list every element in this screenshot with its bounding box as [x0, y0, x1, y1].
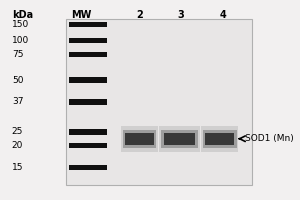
- Text: 75: 75: [12, 50, 23, 59]
- Bar: [69, 143, 107, 148]
- Bar: [164, 133, 196, 145]
- Bar: [69, 99, 107, 105]
- Text: 150: 150: [12, 20, 29, 29]
- Text: 25: 25: [12, 127, 23, 136]
- Text: 2: 2: [136, 10, 143, 20]
- Bar: [69, 22, 107, 27]
- FancyBboxPatch shape: [66, 19, 252, 185]
- Bar: [201, 126, 238, 152]
- Text: MW: MW: [71, 10, 91, 20]
- Bar: [159, 126, 200, 152]
- Text: 100: 100: [12, 36, 29, 45]
- Bar: [69, 52, 107, 57]
- Text: 4: 4: [219, 10, 226, 20]
- Text: 50: 50: [12, 76, 23, 85]
- Text: 3: 3: [178, 10, 184, 20]
- Bar: [69, 38, 107, 43]
- Bar: [123, 130, 156, 148]
- Bar: [69, 165, 107, 170]
- Bar: [69, 129, 107, 135]
- Bar: [69, 77, 107, 83]
- Bar: [125, 133, 154, 145]
- Text: 20: 20: [12, 141, 23, 150]
- Bar: [205, 133, 234, 145]
- Text: 15: 15: [12, 163, 23, 172]
- Text: 37: 37: [12, 97, 23, 106]
- Text: kDa: kDa: [12, 10, 33, 20]
- Bar: [121, 126, 158, 152]
- Bar: [203, 130, 236, 148]
- Text: SOD1 (Mn): SOD1 (Mn): [245, 134, 294, 143]
- Bar: [161, 130, 198, 148]
